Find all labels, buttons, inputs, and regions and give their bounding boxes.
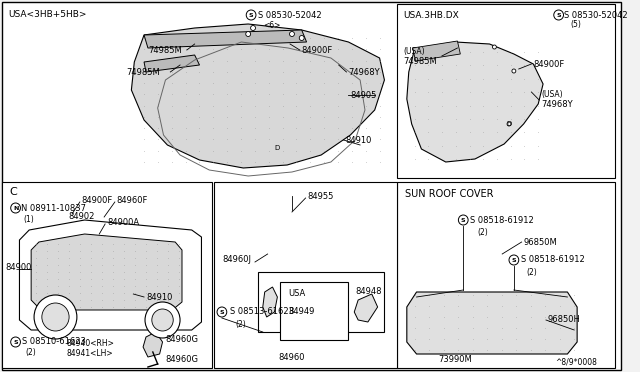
Text: <6>: <6> [263, 20, 280, 29]
Circle shape [512, 69, 516, 73]
Text: S 08530-52042: S 08530-52042 [564, 10, 628, 19]
Text: USA: USA [288, 289, 305, 298]
Circle shape [11, 337, 20, 347]
Text: S 08513-61623: S 08513-61623 [230, 308, 294, 317]
Text: (USA): (USA) [403, 46, 424, 55]
Circle shape [11, 203, 20, 213]
Text: 84910: 84910 [346, 135, 372, 144]
Text: N: N [13, 205, 19, 211]
Circle shape [554, 10, 563, 20]
Circle shape [34, 295, 77, 339]
Polygon shape [144, 30, 307, 48]
Text: S: S [220, 310, 224, 314]
Text: 96850M: 96850M [524, 237, 557, 247]
Text: 84941<LH>: 84941<LH> [66, 350, 113, 359]
Text: 84960: 84960 [279, 353, 305, 362]
Text: 84949: 84949 [288, 308, 314, 317]
Text: 84900F: 84900F [533, 60, 564, 68]
Text: USA.3HB.DX: USA.3HB.DX [403, 10, 459, 19]
Text: S 08510-61623: S 08510-61623 [22, 337, 86, 346]
Text: S: S [461, 218, 465, 222]
Text: (2): (2) [477, 228, 488, 237]
Text: 96850H: 96850H [548, 315, 581, 324]
Polygon shape [413, 41, 460, 61]
Polygon shape [143, 332, 163, 357]
Text: D: D [506, 121, 511, 127]
Polygon shape [407, 42, 543, 162]
Circle shape [251, 26, 255, 31]
Text: 84960F: 84960F [116, 196, 148, 205]
Text: (2): (2) [26, 349, 36, 357]
Polygon shape [263, 287, 277, 317]
Circle shape [289, 32, 294, 36]
Text: S: S [13, 340, 18, 344]
Circle shape [507, 122, 511, 126]
Circle shape [300, 35, 304, 41]
Text: 84940<RH>: 84940<RH> [66, 340, 114, 349]
Text: (5): (5) [570, 19, 581, 29]
Circle shape [509, 255, 519, 265]
Text: 84960G: 84960G [166, 336, 198, 344]
Polygon shape [407, 292, 577, 354]
Text: 84900: 84900 [6, 263, 32, 272]
Text: S: S [511, 257, 516, 263]
Text: C: C [10, 187, 17, 197]
Polygon shape [19, 220, 202, 330]
Circle shape [246, 10, 256, 20]
Text: 74968Y: 74968Y [541, 99, 573, 109]
Text: ^8/9*0008: ^8/9*0008 [555, 357, 596, 366]
Circle shape [42, 303, 69, 331]
Text: 84905: 84905 [350, 90, 377, 99]
Text: D: D [275, 145, 280, 151]
Bar [2, 182, 212, 368]
Text: (USA): (USA) [541, 90, 563, 99]
Text: 84900F: 84900F [82, 196, 113, 205]
Polygon shape [144, 55, 200, 72]
Text: S 08518-61912: S 08518-61912 [470, 215, 534, 224]
Bar [397, 4, 615, 178]
Text: S 08530-52042: S 08530-52042 [258, 10, 321, 19]
Text: 74968Y: 74968Y [348, 67, 380, 77]
Text: 84955: 84955 [308, 192, 334, 201]
Text: 74985M: 74985M [127, 67, 160, 77]
Polygon shape [31, 234, 182, 310]
Text: 84900A: 84900A [107, 218, 139, 227]
Text: 74985M: 74985M [148, 45, 182, 55]
Circle shape [492, 45, 497, 49]
Text: S 08518-61912: S 08518-61912 [521, 256, 584, 264]
Polygon shape [131, 24, 385, 168]
Text: 84960G: 84960G [166, 356, 198, 365]
Text: (2): (2) [236, 320, 246, 328]
Bar [258, 272, 385, 332]
Bar [280, 282, 348, 340]
Text: 73990M: 73990M [438, 356, 472, 365]
Text: (2): (2) [527, 267, 537, 276]
Circle shape [458, 215, 468, 225]
Text: 84910: 84910 [146, 292, 172, 301]
Text: 74985M: 74985M [403, 57, 436, 65]
Circle shape [152, 309, 173, 331]
Text: SUN ROOF COVER: SUN ROOF COVER [405, 189, 493, 199]
Text: (1): (1) [23, 215, 34, 224]
Circle shape [246, 32, 251, 36]
Polygon shape [355, 294, 378, 322]
Bar [214, 182, 397, 368]
Circle shape [217, 307, 227, 317]
Text: USA<3HB+5HB>: USA<3HB+5HB> [8, 10, 86, 19]
Text: S: S [249, 13, 253, 17]
Text: S: S [556, 13, 561, 17]
Bar [397, 182, 615, 368]
Text: 84948: 84948 [355, 288, 381, 296]
Text: 84902: 84902 [68, 212, 95, 221]
Circle shape [145, 302, 180, 338]
Text: 84900F: 84900F [301, 45, 333, 55]
Text: N 08911-10837: N 08911-10837 [21, 203, 86, 212]
Text: 84960J: 84960J [222, 256, 251, 264]
